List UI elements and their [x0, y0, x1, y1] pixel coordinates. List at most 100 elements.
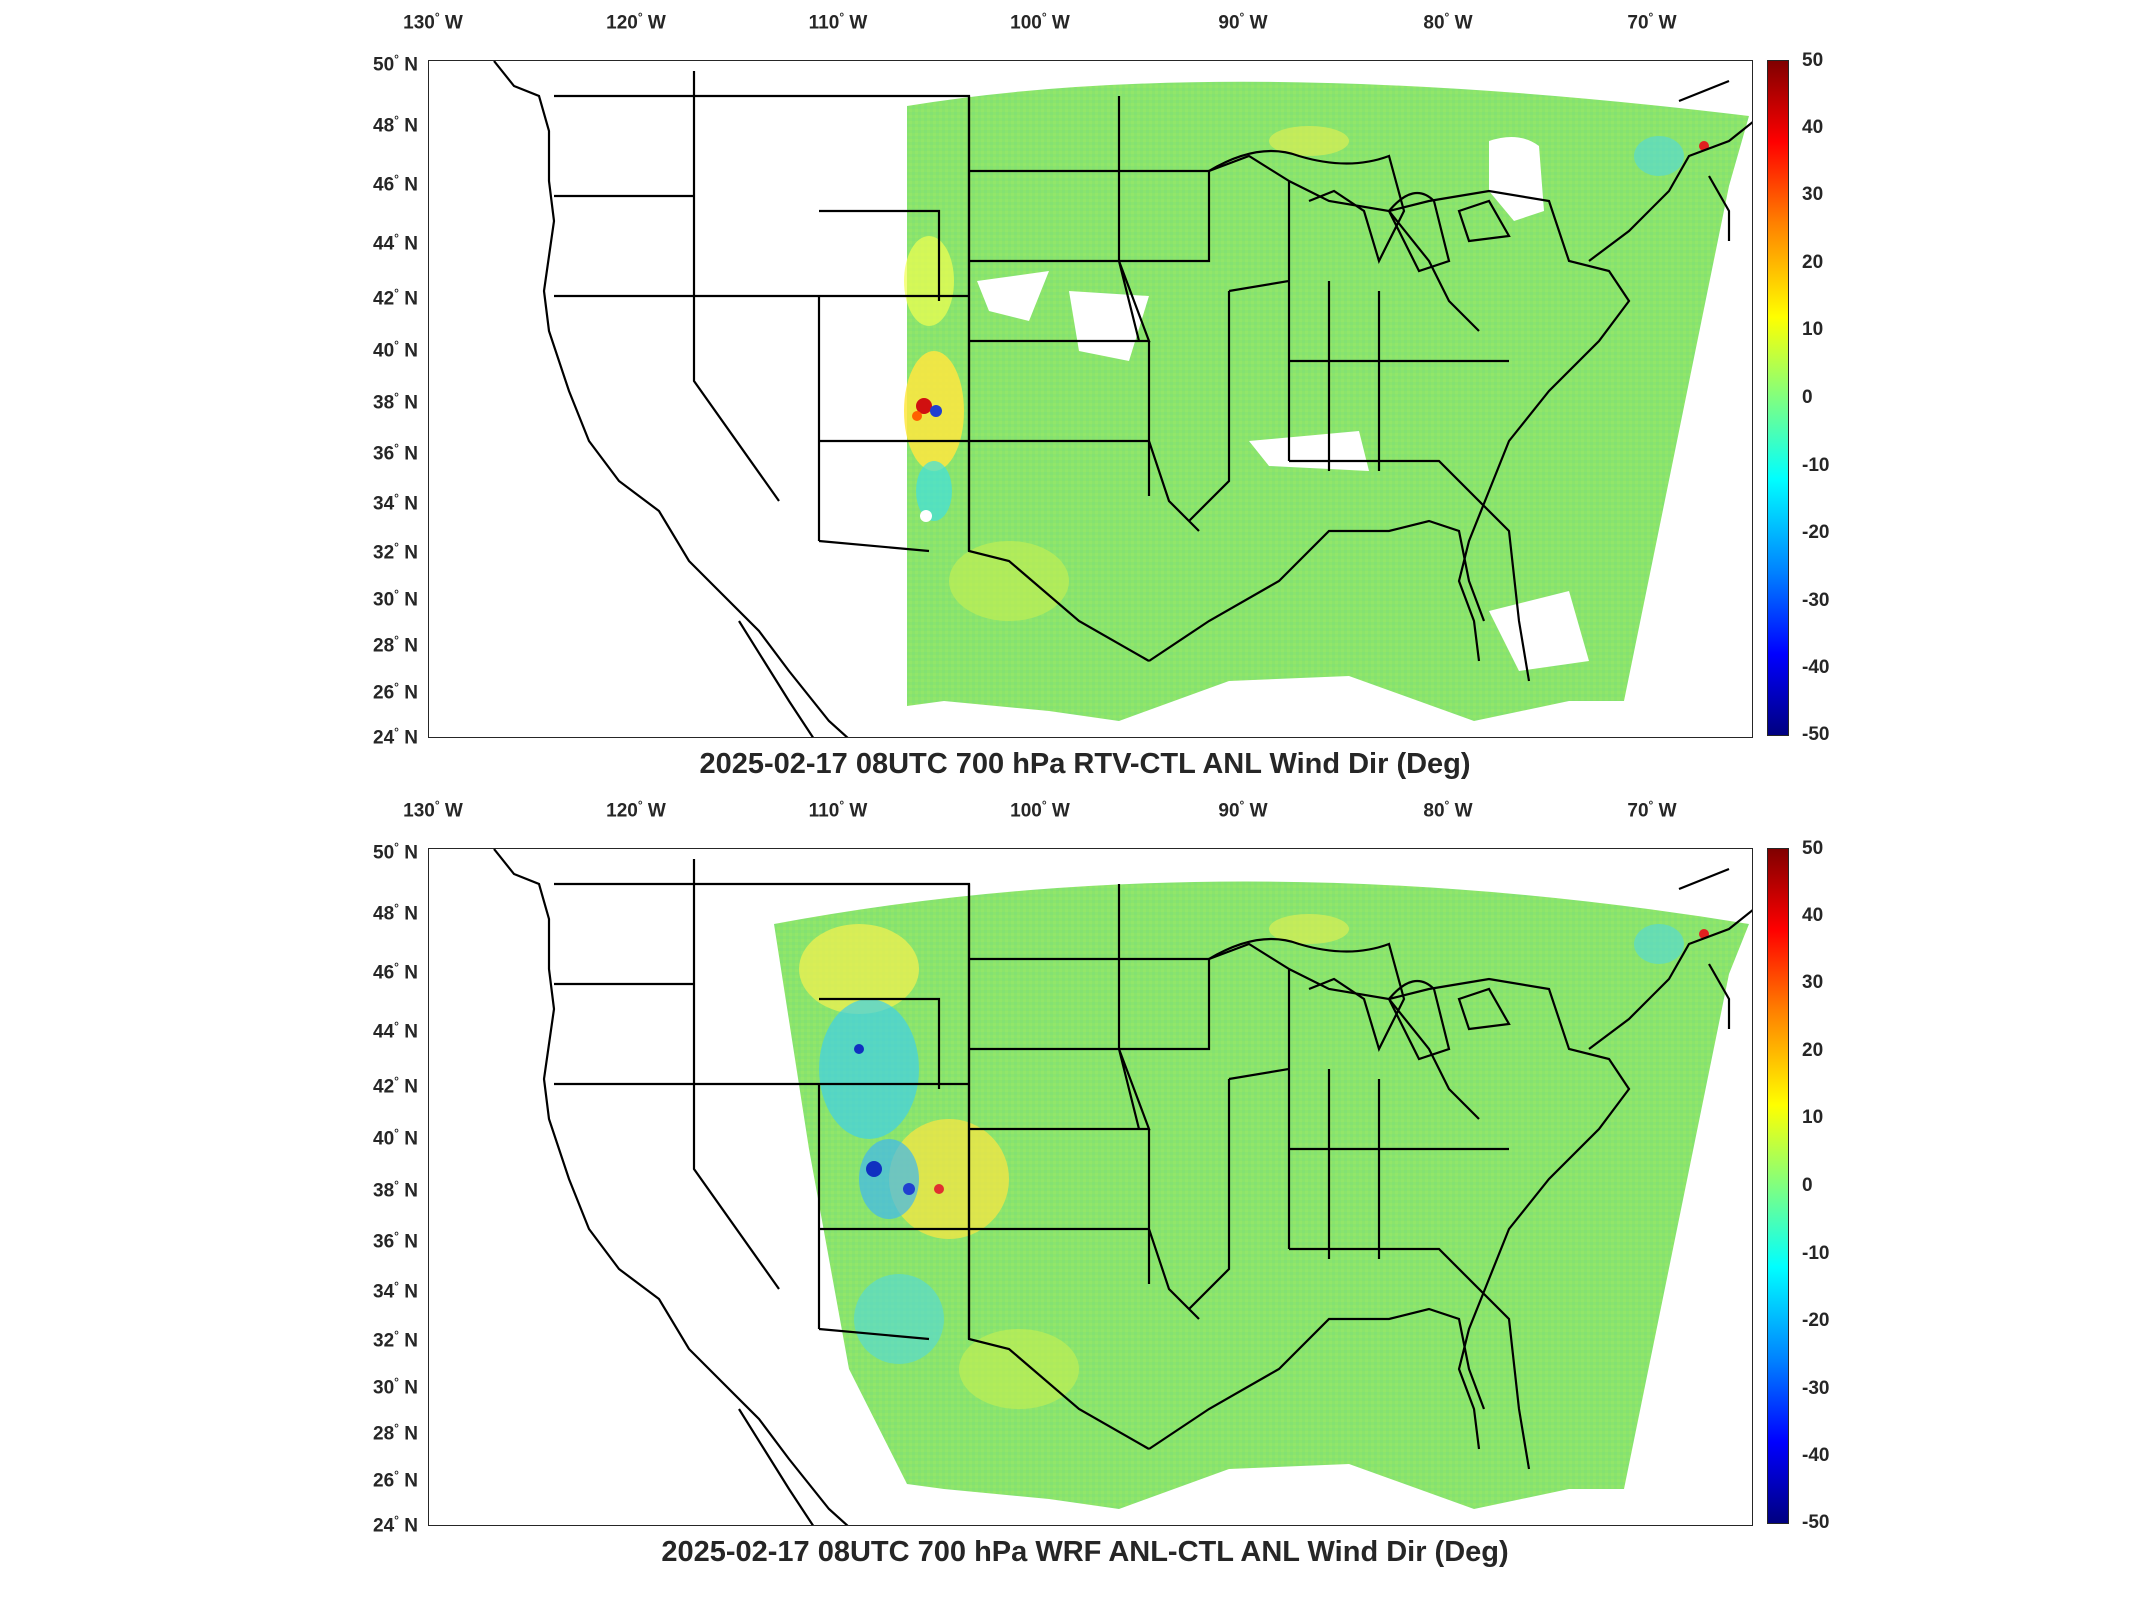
- lat-label: 34° N: [373, 491, 418, 515]
- lat-label: 30° N: [373, 1375, 418, 1399]
- colorbar-tick-label: 40: [1802, 117, 1824, 138]
- lat-label: 24° N: [373, 1513, 418, 1537]
- lat-label: 42° N: [373, 286, 418, 310]
- anomaly-extreme: [916, 398, 932, 414]
- gulf-coast: [1148, 519, 1486, 662]
- lat-label: 26° N: [373, 1468, 418, 1492]
- lon-label: 90° W: [1218, 798, 1268, 822]
- panel-title: 2025-02-17 08UTC 700 hPa RTV-CTL ANL Win…: [699, 748, 1471, 780]
- colorbar-tick-label: 50: [1802, 50, 1824, 71]
- anomaly-extreme: [854, 1044, 864, 1054]
- anomaly-warm: [1269, 914, 1349, 944]
- colorbar-tick-label: -50: [1802, 724, 1830, 745]
- baja-coast: [738, 1408, 815, 1525]
- northeast-coast: [1588, 867, 1752, 1050]
- colorbar-tick-label: 20: [1802, 252, 1824, 273]
- anomaly-warm: [949, 541, 1069, 621]
- colorbar: [1767, 848, 1789, 1524]
- anomaly-cool: [1634, 136, 1684, 176]
- map-panel-bottom: 130° W 120° W 110° W 100° W 90° W 80° W …: [0, 788, 2133, 1578]
- anomaly-extreme: [903, 1183, 915, 1195]
- lat-label: 44° N: [373, 231, 418, 255]
- great-lakes: [1208, 937, 1511, 1061]
- lat-label: 28° N: [373, 633, 418, 657]
- panel-title: 2025-02-17 08UTC 700 hPa WRF ANL-CTL ANL…: [661, 1536, 1509, 1568]
- lon-label: 100° W: [1010, 798, 1070, 822]
- lon-label: 130° W: [403, 798, 463, 822]
- anomaly-warm: [889, 1119, 1009, 1239]
- lat-label: 48° N: [373, 113, 418, 137]
- lon-label: 110° W: [808, 10, 868, 34]
- anomaly-cool: [859, 1139, 919, 1219]
- colorbar-tick-label: 0: [1802, 387, 1813, 408]
- west-coast: [493, 61, 849, 737]
- lat-label: 46° N: [373, 172, 418, 196]
- lon-label: 70° W: [1627, 10, 1677, 34]
- colorbar-tick-label: 0: [1802, 1175, 1813, 1196]
- map-canvas: [493, 849, 1752, 1525]
- lon-label: 130° W: [403, 10, 463, 34]
- lat-label: 28° N: [373, 1421, 418, 1445]
- anomaly-warm: [799, 924, 919, 1014]
- great-lakes: [1208, 149, 1511, 273]
- map-panel-top: 130° W 120° W 110° W 100° W 90° W 80° W …: [0, 0, 2133, 790]
- lon-label: 90° W: [1218, 10, 1268, 34]
- state-lines-central: [967, 884, 1211, 1450]
- colorbar-tick-label: -10: [1802, 1243, 1830, 1264]
- colorbar-tick-label: 50: [1802, 838, 1824, 859]
- data-gap: [1489, 137, 1544, 221]
- anomaly-cool: [1634, 924, 1684, 964]
- data-gap: [1489, 591, 1589, 671]
- lat-label: 26° N: [373, 680, 418, 704]
- anomaly-warm: [959, 1329, 1079, 1409]
- west-coast: [493, 849, 849, 1525]
- colorbar-tick-label: 10: [1802, 319, 1824, 340]
- lat-label: 48° N: [373, 901, 418, 925]
- lon-label: 100° W: [1010, 10, 1070, 34]
- lat-label: 50° N: [373, 52, 418, 76]
- lon-label: 80° W: [1423, 10, 1473, 34]
- lat-label: 44° N: [373, 1019, 418, 1043]
- colorbar-tick-label: -20: [1802, 522, 1830, 543]
- colorbar-tick-label: -20: [1802, 1310, 1830, 1331]
- anomaly-extreme: [930, 405, 942, 417]
- lat-label: 30° N: [373, 587, 418, 611]
- map-canvas: [493, 61, 1752, 737]
- lat-label: 32° N: [373, 1328, 418, 1352]
- lat-label: 46° N: [373, 960, 418, 984]
- boundaries: [493, 849, 1752, 1525]
- colorbar-tick-label: 30: [1802, 184, 1824, 205]
- state-lines-central: [967, 96, 1211, 662]
- data-gap: [1069, 291, 1149, 361]
- lat-label: 40° N: [373, 338, 418, 362]
- anomaly-extreme: [934, 1184, 944, 1194]
- data-gap: [920, 510, 932, 522]
- anomaly-cool: [854, 1274, 944, 1364]
- lon-label: 120° W: [606, 10, 666, 34]
- colorbar-tick-label: 30: [1802, 972, 1824, 993]
- state-lines-east: [1188, 154, 1631, 682]
- boundaries: [493, 61, 1752, 737]
- lat-label: 40° N: [373, 1126, 418, 1150]
- lon-label: 120° W: [606, 798, 666, 822]
- lat-label: 24° N: [373, 725, 418, 749]
- colorbar-tick-label: -10: [1802, 455, 1830, 476]
- lat-label: 34° N: [373, 1279, 418, 1303]
- anomaly-warm: [1269, 126, 1349, 156]
- colorbar-tick-label: 20: [1802, 1040, 1824, 1061]
- state-lines-east: [1188, 942, 1631, 1470]
- colorbar-tick-label: -40: [1802, 1445, 1830, 1466]
- colorbar-tick-label: 40: [1802, 905, 1824, 926]
- anomaly-warm: [904, 236, 954, 326]
- colorbar-tick-label: 10: [1802, 1107, 1824, 1128]
- anomaly-cool: [916, 461, 952, 521]
- anomaly-extreme: [866, 1161, 882, 1177]
- lat-label: 42° N: [373, 1074, 418, 1098]
- lat-label: 50° N: [373, 840, 418, 864]
- colorbar-tick-label: -30: [1802, 590, 1830, 611]
- northeast-coast: [1588, 79, 1752, 262]
- lat-label: 32° N: [373, 540, 418, 564]
- colorbar: [1767, 60, 1789, 736]
- lat-label: 36° N: [373, 441, 418, 465]
- colorbar-tick-label: -30: [1802, 1378, 1830, 1399]
